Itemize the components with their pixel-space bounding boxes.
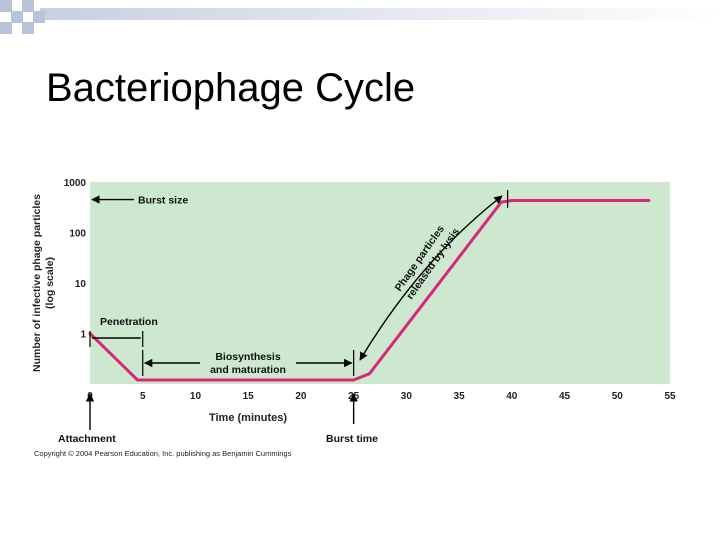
y-tick-label: 100 (69, 229, 86, 240)
slide-title: Bacteriophage Cycle (46, 66, 416, 110)
x-tick-label: 35 (454, 391, 466, 402)
y-axis-title-line: (log scale) (44, 257, 56, 309)
x-tick-label: 5 (140, 391, 146, 402)
annotation-biosynthesis-1: Biosynthesis (215, 351, 281, 363)
x-tick-label: 55 (664, 391, 676, 402)
y-axis-title-line: Number of infective phage particles (31, 194, 43, 372)
x-tick-label: 20 (295, 391, 307, 402)
deco-square (11, 11, 23, 23)
lysis-release-arrow (359, 195, 503, 361)
annotation-biosynthesis-2: and maturation (210, 364, 286, 376)
deco-square (0, 22, 12, 34)
corner-decoration (0, 0, 720, 34)
x-tick-label: 50 (612, 391, 624, 402)
y-tick-label: 10 (75, 279, 87, 290)
y-tick-label: 1000 (64, 178, 87, 189)
annotation-burst-time: Burst time (326, 433, 378, 445)
annotation-burst-size: Burst size (138, 195, 188, 207)
x-tick-label: 45 (559, 391, 571, 402)
copyright-text: Copyright © 2004 Pearson Education, Inc.… (34, 449, 292, 458)
deco-square (22, 22, 34, 34)
deco-square (33, 11, 45, 23)
header-gradient-band (40, 8, 720, 20)
deco-square (22, 0, 34, 12)
x-tick-label: 30 (401, 391, 413, 402)
annotation-penetration: Penetration (100, 316, 158, 328)
x-tick-label: 40 (506, 391, 518, 402)
deco-square (0, 0, 12, 12)
x-tick-label: 10 (190, 391, 202, 402)
plot-area (90, 182, 670, 384)
x-axis-title: Time (minutes) (209, 412, 287, 424)
y-tick-label: 1 (80, 330, 86, 341)
x-tick-label: 15 (243, 391, 255, 402)
y-axis-title: Number of infective phage particles (log … (31, 194, 56, 372)
annotation-attachment: Attachment (58, 433, 116, 445)
series-line (88, 199, 651, 382)
